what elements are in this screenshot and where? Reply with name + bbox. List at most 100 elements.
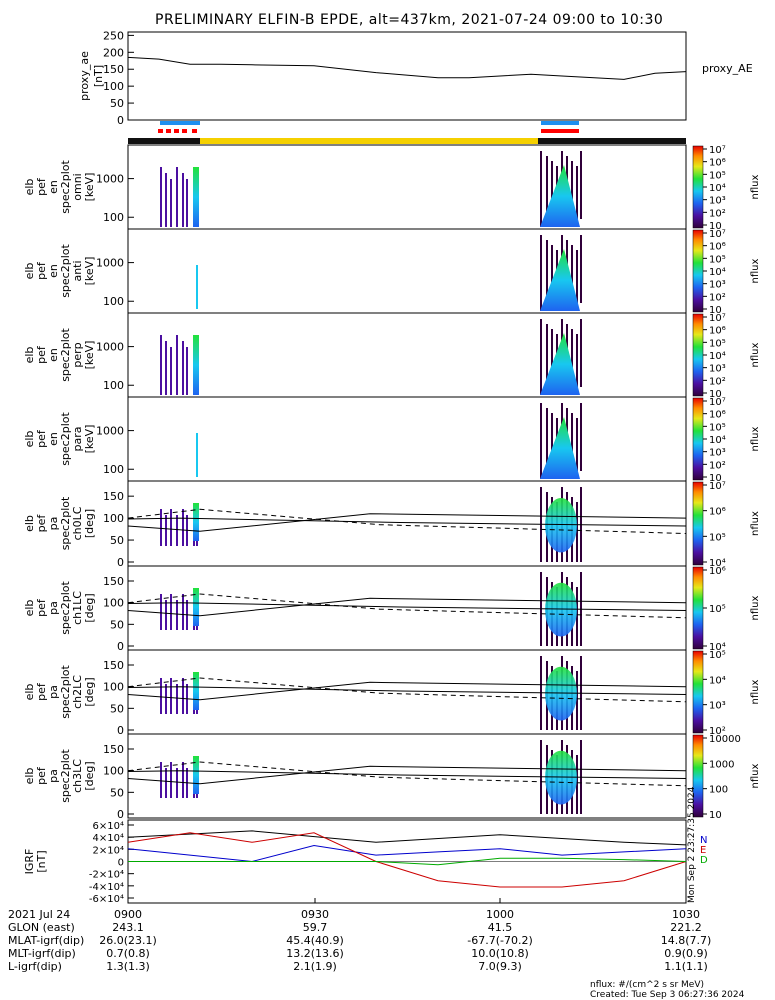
- colorbar-tick-label: 10⁶: [709, 242, 726, 253]
- spectrogram-frame: [127, 733, 687, 819]
- burst2-column: [571, 329, 573, 395]
- spectrogram-ylabel: elb: [23, 347, 36, 364]
- burst2-column: [580, 319, 582, 387]
- fast-mode-segment: [158, 129, 163, 133]
- spectrogram-ylabel: [deg]: [83, 761, 96, 790]
- orbit-marker-bar: [541, 121, 579, 125]
- spectrogram-frame: [127, 228, 687, 314]
- science-zone-bar: [200, 138, 538, 144]
- spectrogram-frame: [127, 396, 687, 482]
- spectrogram-ytick-label: 50: [110, 702, 124, 715]
- fast-mode-segment: [192, 129, 197, 133]
- burst2-column: [551, 161, 553, 219]
- burst1-column: [165, 684, 167, 714]
- spectrogram-ylabel: pef: [35, 429, 48, 448]
- units-note: nflux: #/(cm^2 s sr MeV): [590, 980, 704, 990]
- colorbar-label: nflux: [750, 679, 761, 704]
- spectrogram-ytick-label: 100: [103, 463, 124, 476]
- spectrogram-ylabel: elb: [23, 600, 36, 617]
- burst1-column: [165, 600, 167, 630]
- colorbar-tick-label: 10000: [709, 734, 741, 745]
- burst1-column: [170, 594, 172, 630]
- colorbar-tick-label: 10: [709, 305, 722, 316]
- burst2-column: [576, 671, 578, 730]
- spectrogram-ylabel: pa: [47, 769, 60, 783]
- ephemeris-value: 1.1(1.1): [664, 960, 708, 973]
- ephemeris-row-label: MLAT-igrf(dip): [8, 934, 84, 947]
- proxy-ae-ytick-label: 250: [103, 29, 124, 42]
- fast-mode-segment: [182, 129, 187, 133]
- burst2-core: [545, 750, 577, 805]
- burst2-column: [576, 166, 578, 223]
- ephemeris-value: 59.7: [303, 921, 328, 934]
- burst1-column: [176, 684, 178, 714]
- spectrogram-ylabel: elb: [23, 684, 36, 701]
- burst2-column: [580, 151, 582, 219]
- colorbar-tick-label: 1000: [709, 759, 734, 770]
- spectrogram-ytick-label: 100: [103, 765, 124, 778]
- igrf-ytick-label: -2×10⁴: [89, 870, 124, 881]
- plot-title: PRELIMINARY ELFIN-B EPDE, alt=437km, 202…: [155, 12, 663, 28]
- loss-cone-line: [127, 765, 687, 785]
- spectrogram-ylabel: elb: [23, 431, 36, 448]
- igrf-legend-D: D: [700, 855, 708, 866]
- burst1-column: [176, 515, 178, 546]
- ephemeris-value: -67.7(-70.2): [467, 934, 533, 947]
- spectrogram-ytick-label: 1000: [96, 257, 124, 270]
- loss-cone-line: [127, 686, 687, 695]
- burst2-column: [540, 235, 542, 311]
- spectrogram-ytick-label: 0: [117, 808, 124, 821]
- igrf-series-N: [127, 844, 687, 863]
- burst2-core: [540, 165, 580, 227]
- spectrogram-ylabel: en: [47, 348, 60, 362]
- burst1-column: [182, 594, 184, 630]
- burst1-column: [160, 167, 162, 227]
- spectrogram-frame: [127, 480, 687, 567]
- igrf-series-D: [128, 857, 687, 866]
- colorbar-tick-label: 10⁵: [709, 650, 726, 661]
- burst1-column: [176, 167, 178, 227]
- spectrogram-ylabel: spec2plot: [59, 412, 72, 466]
- fast-mode-bar: [541, 129, 579, 133]
- colorbar: [692, 734, 704, 818]
- burst2-column: [551, 329, 553, 387]
- igrf-ytick-label: 6×10⁴: [93, 821, 124, 832]
- anti-loss-cone-line: [127, 677, 687, 703]
- spectrogram-ylabel: pef: [35, 261, 48, 280]
- spectrogram-ylabel: en: [47, 264, 60, 278]
- spectrogram-ylabel: ch3LC: [71, 759, 84, 793]
- colorbar-tick-label: 100: [709, 785, 728, 796]
- igrf-series-E: [127, 832, 687, 888]
- spectrogram-ylabel: pef: [35, 766, 48, 785]
- spectrogram-ytick-label: 100: [103, 597, 124, 610]
- time-tick-label: 0930: [301, 908, 329, 921]
- colorbar-label: nflux: [750, 342, 761, 367]
- spectrogram-ytick-label: 150: [103, 743, 124, 756]
- colorbar-tick-label: 10⁵: [709, 604, 726, 615]
- burst2-column: [540, 403, 542, 479]
- proxy-ae-ytick-label: 200: [103, 46, 124, 59]
- burst1-column: [165, 768, 167, 798]
- spectrogram-ylabel: en: [47, 432, 60, 446]
- spectrogram-ytick-label: 1000: [96, 425, 124, 438]
- spectrogram-frame: [127, 565, 687, 651]
- spectrogram-ytick-label: 50: [110, 618, 124, 631]
- burst1-column: [170, 509, 172, 546]
- creation-stamp: Mon Sep 2 23:27:35 2024: [687, 786, 697, 903]
- burst2-column: [540, 151, 542, 227]
- spectrogram-ylabel: ch1LC: [71, 591, 84, 625]
- burst1-column: [160, 678, 162, 714]
- burst1-column: [165, 341, 167, 395]
- spectrogram-ylabel: ch2LC: [71, 675, 84, 709]
- burst2-column: [580, 235, 582, 303]
- ephemeris-value: 10.0(10.8): [471, 947, 529, 960]
- spectrogram-frame: [127, 144, 687, 230]
- ephemeris-row-label: L-igrf(dip): [8, 960, 62, 973]
- burst1-core: [196, 265, 198, 309]
- burst1-column: [182, 509, 184, 546]
- colorbar-tick-label: 10⁷: [709, 397, 726, 408]
- spectrogram-ylabel: [deg]: [83, 509, 96, 538]
- spectrogram-ytick-label: 0: [117, 556, 124, 569]
- igrf-ytick-label: -4×10⁴: [89, 882, 124, 893]
